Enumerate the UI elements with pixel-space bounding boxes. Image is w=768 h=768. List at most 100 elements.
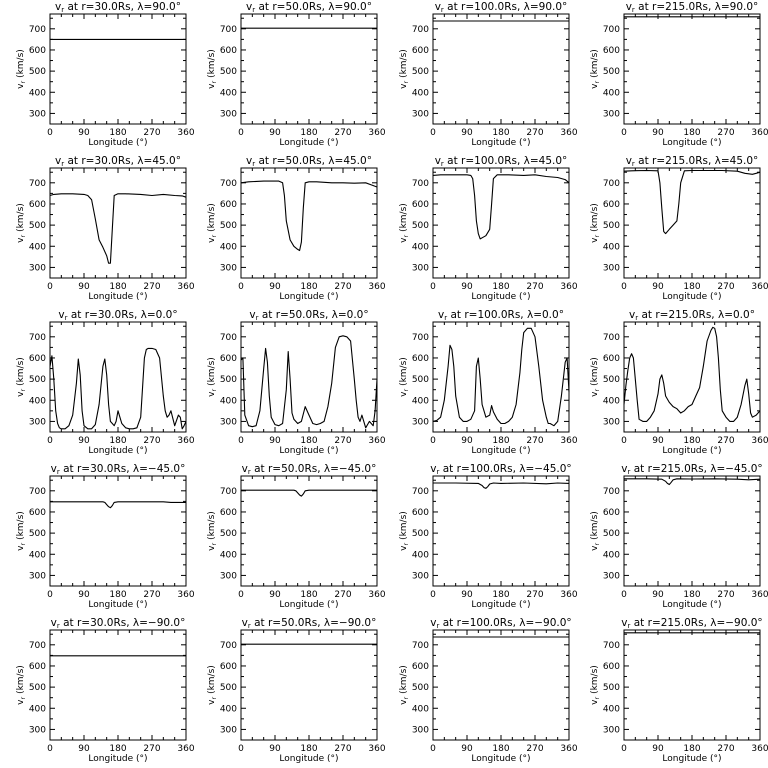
y-tick-label: 500	[29, 683, 46, 693]
panel-title: vr at r=215.0Rs, λ=0.0°	[629, 309, 755, 322]
x-tick-label: 0	[238, 128, 244, 138]
x-tick-label: 270	[717, 282, 734, 292]
x-tick-label: 360	[177, 436, 194, 446]
x-tick-label: 180	[109, 744, 126, 754]
panel-title: vr at r=30.0Rs, λ=0.0°	[58, 309, 177, 322]
panel-r100_0-lat3: vr at r=100.0Rs, λ=−45.0° 300 400 500 600 700…	[399, 463, 578, 610]
x-tick-label: 0	[430, 128, 436, 138]
plot-frame	[49, 13, 187, 125]
panel-r215_0-lat3: vr at r=215.0Rs, λ=−45.0° 300 400 500 600 700…	[590, 463, 768, 610]
plot-frame	[432, 321, 570, 433]
panel-title: vr at r=100.0Rs, λ=−45.0°	[430, 463, 571, 476]
y-tick-label: 700	[603, 487, 620, 497]
x-tick-label: 360	[177, 282, 194, 292]
y-tick-label: 500	[220, 683, 237, 693]
x-tick-label: 0	[47, 436, 53, 446]
panel-title: vr at r=215.0Rs, λ=45.0°	[626, 155, 759, 168]
series-line	[623, 326, 761, 422]
x-tick-label: 0	[47, 128, 53, 138]
y-tick-label: 500	[603, 529, 620, 539]
y-tick-label: 500	[412, 375, 429, 385]
x-tick-label: 180	[492, 436, 509, 446]
y-tick-label: 400	[412, 396, 429, 406]
y-tick-label: 400	[29, 396, 46, 406]
y-tick-label: 500	[29, 529, 46, 539]
x-axis-label: Longitude (°)	[662, 292, 721, 302]
x-axis-label: Longitude (°)	[471, 600, 530, 610]
series-line	[240, 180, 378, 252]
y-axis-label: vr (km/s)	[16, 357, 27, 397]
y-tick-label: 600	[29, 508, 46, 518]
y-tick-label: 300	[412, 417, 429, 427]
plot-frame	[623, 629, 761, 741]
x-tick-label: 360	[368, 744, 385, 754]
y-axis-label: vr (km/s)	[16, 665, 27, 705]
x-tick-label: 180	[109, 128, 126, 138]
x-tick-label: 0	[621, 282, 627, 292]
y-tick-label: 600	[603, 354, 620, 364]
x-axis-label: Longitude (°)	[662, 138, 721, 148]
series-line	[49, 347, 187, 430]
y-tick-label: 700	[29, 487, 46, 497]
x-tick-label: 90	[652, 436, 664, 446]
x-tick-label: 90	[78, 590, 90, 600]
x-tick-label: 270	[526, 436, 543, 446]
x-tick-label: 180	[683, 590, 700, 600]
y-axis-label: vr (km/s)	[207, 357, 218, 397]
x-tick-label: 360	[560, 744, 577, 754]
x-tick-label: 270	[143, 282, 160, 292]
x-tick-label: 270	[717, 128, 734, 138]
panel-title: vr at r=215.0Rs, λ=−45.0°	[621, 463, 762, 476]
y-axis-label: vr (km/s)	[16, 203, 27, 243]
y-tick-label: 400	[412, 550, 429, 560]
y-tick-label: 600	[220, 508, 237, 518]
y-tick-label: 700	[412, 179, 429, 189]
x-tick-label: 0	[430, 282, 436, 292]
panel-r30_0-lat4: vr at r=30.0Rs, λ=−90.0° 300 400 500 600 700 0…	[16, 617, 195, 764]
y-tick-label: 500	[220, 221, 237, 231]
y-tick-label: 600	[603, 508, 620, 518]
panel-title: vr at r=50.0Rs, λ=0.0°	[249, 309, 368, 322]
y-axis-label: vr (km/s)	[590, 203, 601, 243]
y-tick-label: 400	[29, 242, 46, 252]
y-tick-label: 700	[412, 333, 429, 343]
y-tick-label: 500	[603, 375, 620, 385]
x-tick-label: 90	[269, 744, 281, 754]
x-tick-label: 270	[526, 744, 543, 754]
y-tick-label: 500	[29, 375, 46, 385]
y-tick-label: 700	[29, 179, 46, 189]
y-tick-label: 300	[412, 263, 429, 273]
x-axis-label: Longitude (°)	[279, 292, 338, 302]
y-tick-label: 600	[412, 200, 429, 210]
y-tick-label: 500	[603, 221, 620, 231]
y-tick-label: 600	[220, 354, 237, 364]
y-tick-label: 600	[220, 46, 237, 56]
y-axis-label: vr (km/s)	[16, 49, 27, 89]
x-tick-label: 0	[238, 744, 244, 754]
y-tick-label: 400	[412, 704, 429, 714]
y-axis-label: vr (km/s)	[590, 49, 601, 89]
x-axis-label: Longitude (°)	[471, 754, 530, 764]
x-tick-label: 180	[683, 128, 700, 138]
y-axis-label: vr (km/s)	[16, 511, 27, 551]
series-line	[432, 174, 570, 240]
x-tick-label: 180	[300, 282, 317, 292]
y-axis-label: vr (km/s)	[590, 665, 601, 705]
y-tick-label: 600	[29, 354, 46, 364]
plot-frame	[623, 13, 761, 125]
x-tick-label: 180	[492, 282, 509, 292]
x-tick-label: 360	[751, 436, 768, 446]
panel-title: vr at r=50.0Rs, λ=−45.0°	[242, 463, 377, 476]
y-tick-label: 500	[29, 67, 46, 77]
x-tick-label: 0	[238, 590, 244, 600]
y-tick-label: 700	[603, 179, 620, 189]
panel-r50_0-lat3: vr at r=50.0Rs, λ=−45.0° 300 400 500 600 700 0…	[207, 463, 386, 610]
panel-r100_0-lat1: vr at r=100.0Rs, λ=45.0° 300 400 500 600 700 0…	[399, 155, 578, 302]
x-axis-label: Longitude (°)	[279, 138, 338, 148]
panel-r215_0-lat2: vr at r=215.0Rs, λ=0.0° 300 400 500 600 700 0 9…	[590, 309, 768, 456]
x-tick-label: 90	[652, 128, 664, 138]
panel-title: vr at r=100.0Rs, λ=90.0°	[435, 1, 568, 14]
plot-frame	[49, 629, 187, 741]
y-tick-label: 600	[220, 662, 237, 672]
x-tick-label: 360	[177, 590, 194, 600]
